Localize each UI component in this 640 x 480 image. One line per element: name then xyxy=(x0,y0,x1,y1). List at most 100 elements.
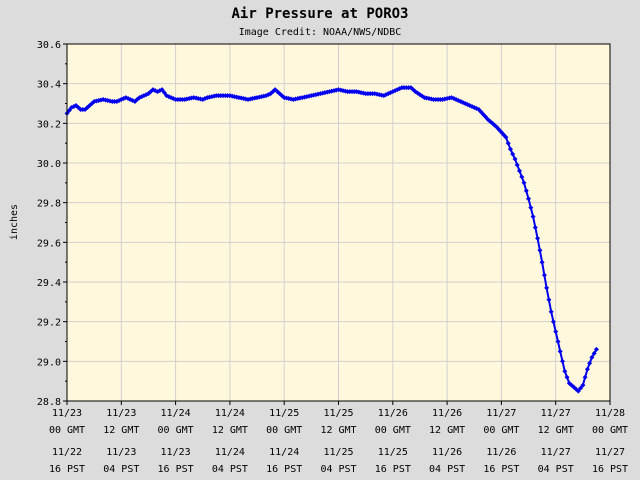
pressure-data-point xyxy=(539,259,545,265)
y-tick-label: 29.8 xyxy=(37,199,61,210)
plot-frame xyxy=(66,43,611,402)
pressure-data-point xyxy=(159,87,165,93)
x-tick-gmt-time: 12 GMT xyxy=(212,425,248,436)
x-tick-gmt-time: 00 GMT xyxy=(266,425,302,436)
y-tick-label: 30.0 xyxy=(37,159,61,170)
x-tick-gmt-time: 00 GMT xyxy=(592,425,628,436)
y-tick-label: 28.8 xyxy=(37,397,61,408)
pressure-data-point xyxy=(519,174,525,180)
x-tick-gmt-time: 00 GMT xyxy=(49,425,85,436)
pressure-data-point xyxy=(553,329,559,335)
y-tick-label: 29.6 xyxy=(37,238,61,249)
pressure-data-point xyxy=(544,285,550,291)
x-tick-gmt-time: 12 GMT xyxy=(538,425,574,436)
x-tick-pst-time: 16 PST xyxy=(483,464,519,475)
y-tick-label: 29.0 xyxy=(37,357,61,368)
x-tick-pst-time: 04 PST xyxy=(212,464,248,475)
chart-subtitle: Image Credit: NOAA/NWS/NDBC xyxy=(239,27,402,38)
pressure-data-point xyxy=(564,374,570,380)
pressure-data-point xyxy=(578,385,584,391)
pressure-data-point xyxy=(557,348,563,354)
pressure-data-point xyxy=(535,235,541,241)
pressure-data-point xyxy=(575,388,581,394)
pressure-data-point xyxy=(537,247,543,253)
pressure-data-point xyxy=(532,225,538,230)
x-tick-pst-time: 04 PST xyxy=(429,464,465,475)
x-tick-gmt-date: 11/23 xyxy=(106,408,136,419)
x-tick-pst-date: 11/27 xyxy=(541,447,571,458)
x-tick-pst-time: 16 PST xyxy=(158,464,194,475)
x-tick-gmt-date: 11/27 xyxy=(486,408,516,419)
x-tick-gmt-date: 11/25 xyxy=(269,408,299,419)
x-tick-gmt-time: 00 GMT xyxy=(158,425,194,436)
pressure-data-point xyxy=(593,346,599,352)
pressure-data-point xyxy=(528,205,534,211)
x-tick-pst-time: 04 PST xyxy=(103,464,139,475)
x-tick-gmt-time: 12 GMT xyxy=(320,425,356,436)
x-tick-gmt-date: 11/26 xyxy=(432,408,462,419)
pressure-data-point xyxy=(584,366,590,372)
pressure-data-point xyxy=(512,156,518,162)
x-tick-gmt-date: 11/28 xyxy=(595,408,625,419)
x-tick-pst-time: 16 PST xyxy=(375,464,411,475)
pressure-data-point xyxy=(505,140,511,146)
x-tick-gmt-time: 00 GMT xyxy=(483,425,519,436)
pressure-data-point xyxy=(523,188,529,194)
pressure-data-point xyxy=(550,319,556,325)
x-tick-pst-date: 11/23 xyxy=(161,447,191,458)
pressure-data-point xyxy=(541,272,547,278)
x-tick-pst-date: 11/26 xyxy=(432,447,462,458)
x-tick-pst-date: 11/24 xyxy=(215,447,245,458)
x-tick-pst-date: 11/24 xyxy=(269,447,299,458)
y-axis-label: inches xyxy=(9,204,20,240)
y-tick-label: 29.2 xyxy=(37,318,61,329)
pressure-data-point xyxy=(510,151,516,157)
x-tick-pst-date: 11/27 xyxy=(595,447,625,458)
pressure-data-point xyxy=(555,339,561,344)
x-tick-pst-time: 16 PST xyxy=(49,464,85,475)
pressure-data-point xyxy=(562,368,568,374)
pressure-data-point xyxy=(66,107,72,113)
pressure-data-point xyxy=(161,90,167,96)
pressure-data-point xyxy=(546,297,552,303)
chart-title: Air Pressure at PORO3 xyxy=(231,6,408,22)
pressure-data-point xyxy=(517,168,522,174)
y-tick-label: 30.2 xyxy=(37,119,61,130)
x-tick-gmt-date: 11/26 xyxy=(378,408,408,419)
x-tick-pst-date: 11/26 xyxy=(486,447,516,458)
y-tick-label: 30.6 xyxy=(37,40,61,51)
x-tick-gmt-date: 11/23 xyxy=(52,408,82,419)
x-tick-gmt-time: 00 GMT xyxy=(375,425,411,436)
x-tick-pst-date: 11/22 xyxy=(52,447,82,458)
x-tick-pst-time: 16 PST xyxy=(592,464,628,475)
pressure-data-point xyxy=(560,358,565,364)
x-tick-gmt-time: 12 GMT xyxy=(103,425,139,436)
pressure-data-point xyxy=(591,350,597,356)
pressure-data-point xyxy=(582,374,588,380)
x-tick-pst-date: 11/25 xyxy=(323,447,353,458)
x-tick-gmt-time: 12 GMT xyxy=(429,425,465,436)
x-tick-gmt-date: 11/24 xyxy=(215,408,245,419)
pressure-data-point xyxy=(503,134,509,140)
x-tick-gmt-date: 11/27 xyxy=(541,408,571,419)
pressure-data-point xyxy=(507,146,513,152)
pressure-data-point xyxy=(589,354,595,360)
x-tick-pst-time: 16 PST xyxy=(266,464,302,475)
y-tick-label: 29.4 xyxy=(37,278,61,289)
pressure-data-point xyxy=(587,360,593,366)
y-tick-label: 30.4 xyxy=(37,80,61,91)
x-axis-ticks: 11/23 00 GMT 11/22 16 PST 11/23 12 GMT 11/23 04… xyxy=(49,401,628,475)
pressure-data-point xyxy=(580,382,586,388)
pressure-data-point xyxy=(514,162,520,168)
x-tick-gmt-date: 11/25 xyxy=(323,408,353,419)
x-tick-pst-date: 11/25 xyxy=(378,447,408,458)
pressure-data-point xyxy=(521,180,527,186)
x-tick-pst-date: 11/23 xyxy=(106,447,136,458)
pressure-data-point xyxy=(530,214,536,220)
x-tick-pst-time: 04 PST xyxy=(320,464,356,475)
series-layer xyxy=(64,85,599,394)
x-tick-gmt-date: 11/24 xyxy=(161,408,191,419)
x-tick-pst-time: 04 PST xyxy=(538,464,574,475)
